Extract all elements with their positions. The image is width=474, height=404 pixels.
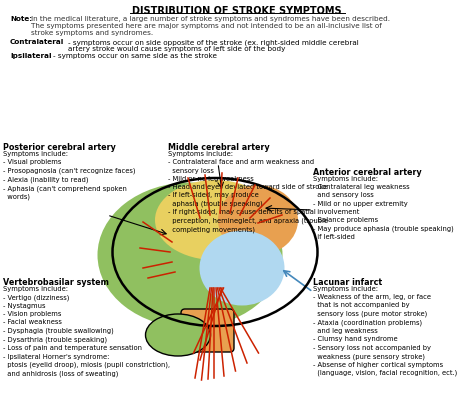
Text: Anterior cerebral artery: Anterior cerebral artery — [313, 168, 422, 177]
Text: Symptoms include:
- Vertigo (dizziness)
- Nystagmus
- Vision problems
- Facial w: Symptoms include: - Vertigo (dizziness) … — [3, 286, 170, 377]
Text: Note:: Note: — [10, 16, 32, 22]
Text: - symptoms occur on same side as the stroke: - symptoms occur on same side as the str… — [53, 53, 217, 59]
Ellipse shape — [155, 180, 275, 260]
Text: The symptoms presented here are major symptoms and not intended to be an all-inc: The symptoms presented here are major sy… — [31, 23, 382, 29]
Ellipse shape — [146, 314, 210, 356]
Text: - symptoms occur on side opposite of the stroke (ex. right-sided middle cerebral: - symptoms occur on side opposite of the… — [68, 39, 359, 46]
Ellipse shape — [98, 183, 283, 328]
Text: Middle cerebral artery: Middle cerebral artery — [168, 143, 270, 152]
Text: In the medical literature, a large number of stroke symptoms and syndromes have : In the medical literature, a large numbe… — [31, 16, 390, 22]
Text: Contralateral: Contralateral — [10, 39, 64, 45]
Text: Posterior cerebral artery: Posterior cerebral artery — [3, 143, 116, 152]
Ellipse shape — [218, 185, 298, 255]
Text: Symptoms include:
- Contralateral face and arm weakness and
  sensory loss
- Mil: Symptoms include: - Contralateral face a… — [168, 151, 328, 233]
Text: artery stroke would cause symptoms of left side of the body: artery stroke would cause symptoms of le… — [68, 46, 285, 52]
Text: Symptoms include:
- Contralateral leg weakness
  and sensory loss
- Mild or no u: Symptoms include: - Contralateral leg we… — [313, 176, 454, 240]
Text: stroke symptoms and syndromes.: stroke symptoms and syndromes. — [31, 30, 153, 36]
FancyBboxPatch shape — [181, 309, 234, 352]
Text: Lacunar infarct: Lacunar infarct — [313, 278, 382, 287]
Text: DISTRIBUTION OF STROKE SYMPTOMS: DISTRIBUTION OF STROKE SYMPTOMS — [132, 6, 342, 16]
Ellipse shape — [200, 231, 284, 305]
Text: Ipsilateral: Ipsilateral — [10, 53, 52, 59]
Text: Vertebrobasilar system: Vertebrobasilar system — [3, 278, 109, 287]
Text: Symptoms include:
- Weakness of the arm, leg, or face
  that is not accompanied : Symptoms include: - Weakness of the arm,… — [313, 286, 457, 377]
Text: Symptoms include:
- Visual problems
- Prosopagnosia (can't recognize faces)
- Al: Symptoms include: - Visual problems - Pr… — [3, 151, 136, 200]
